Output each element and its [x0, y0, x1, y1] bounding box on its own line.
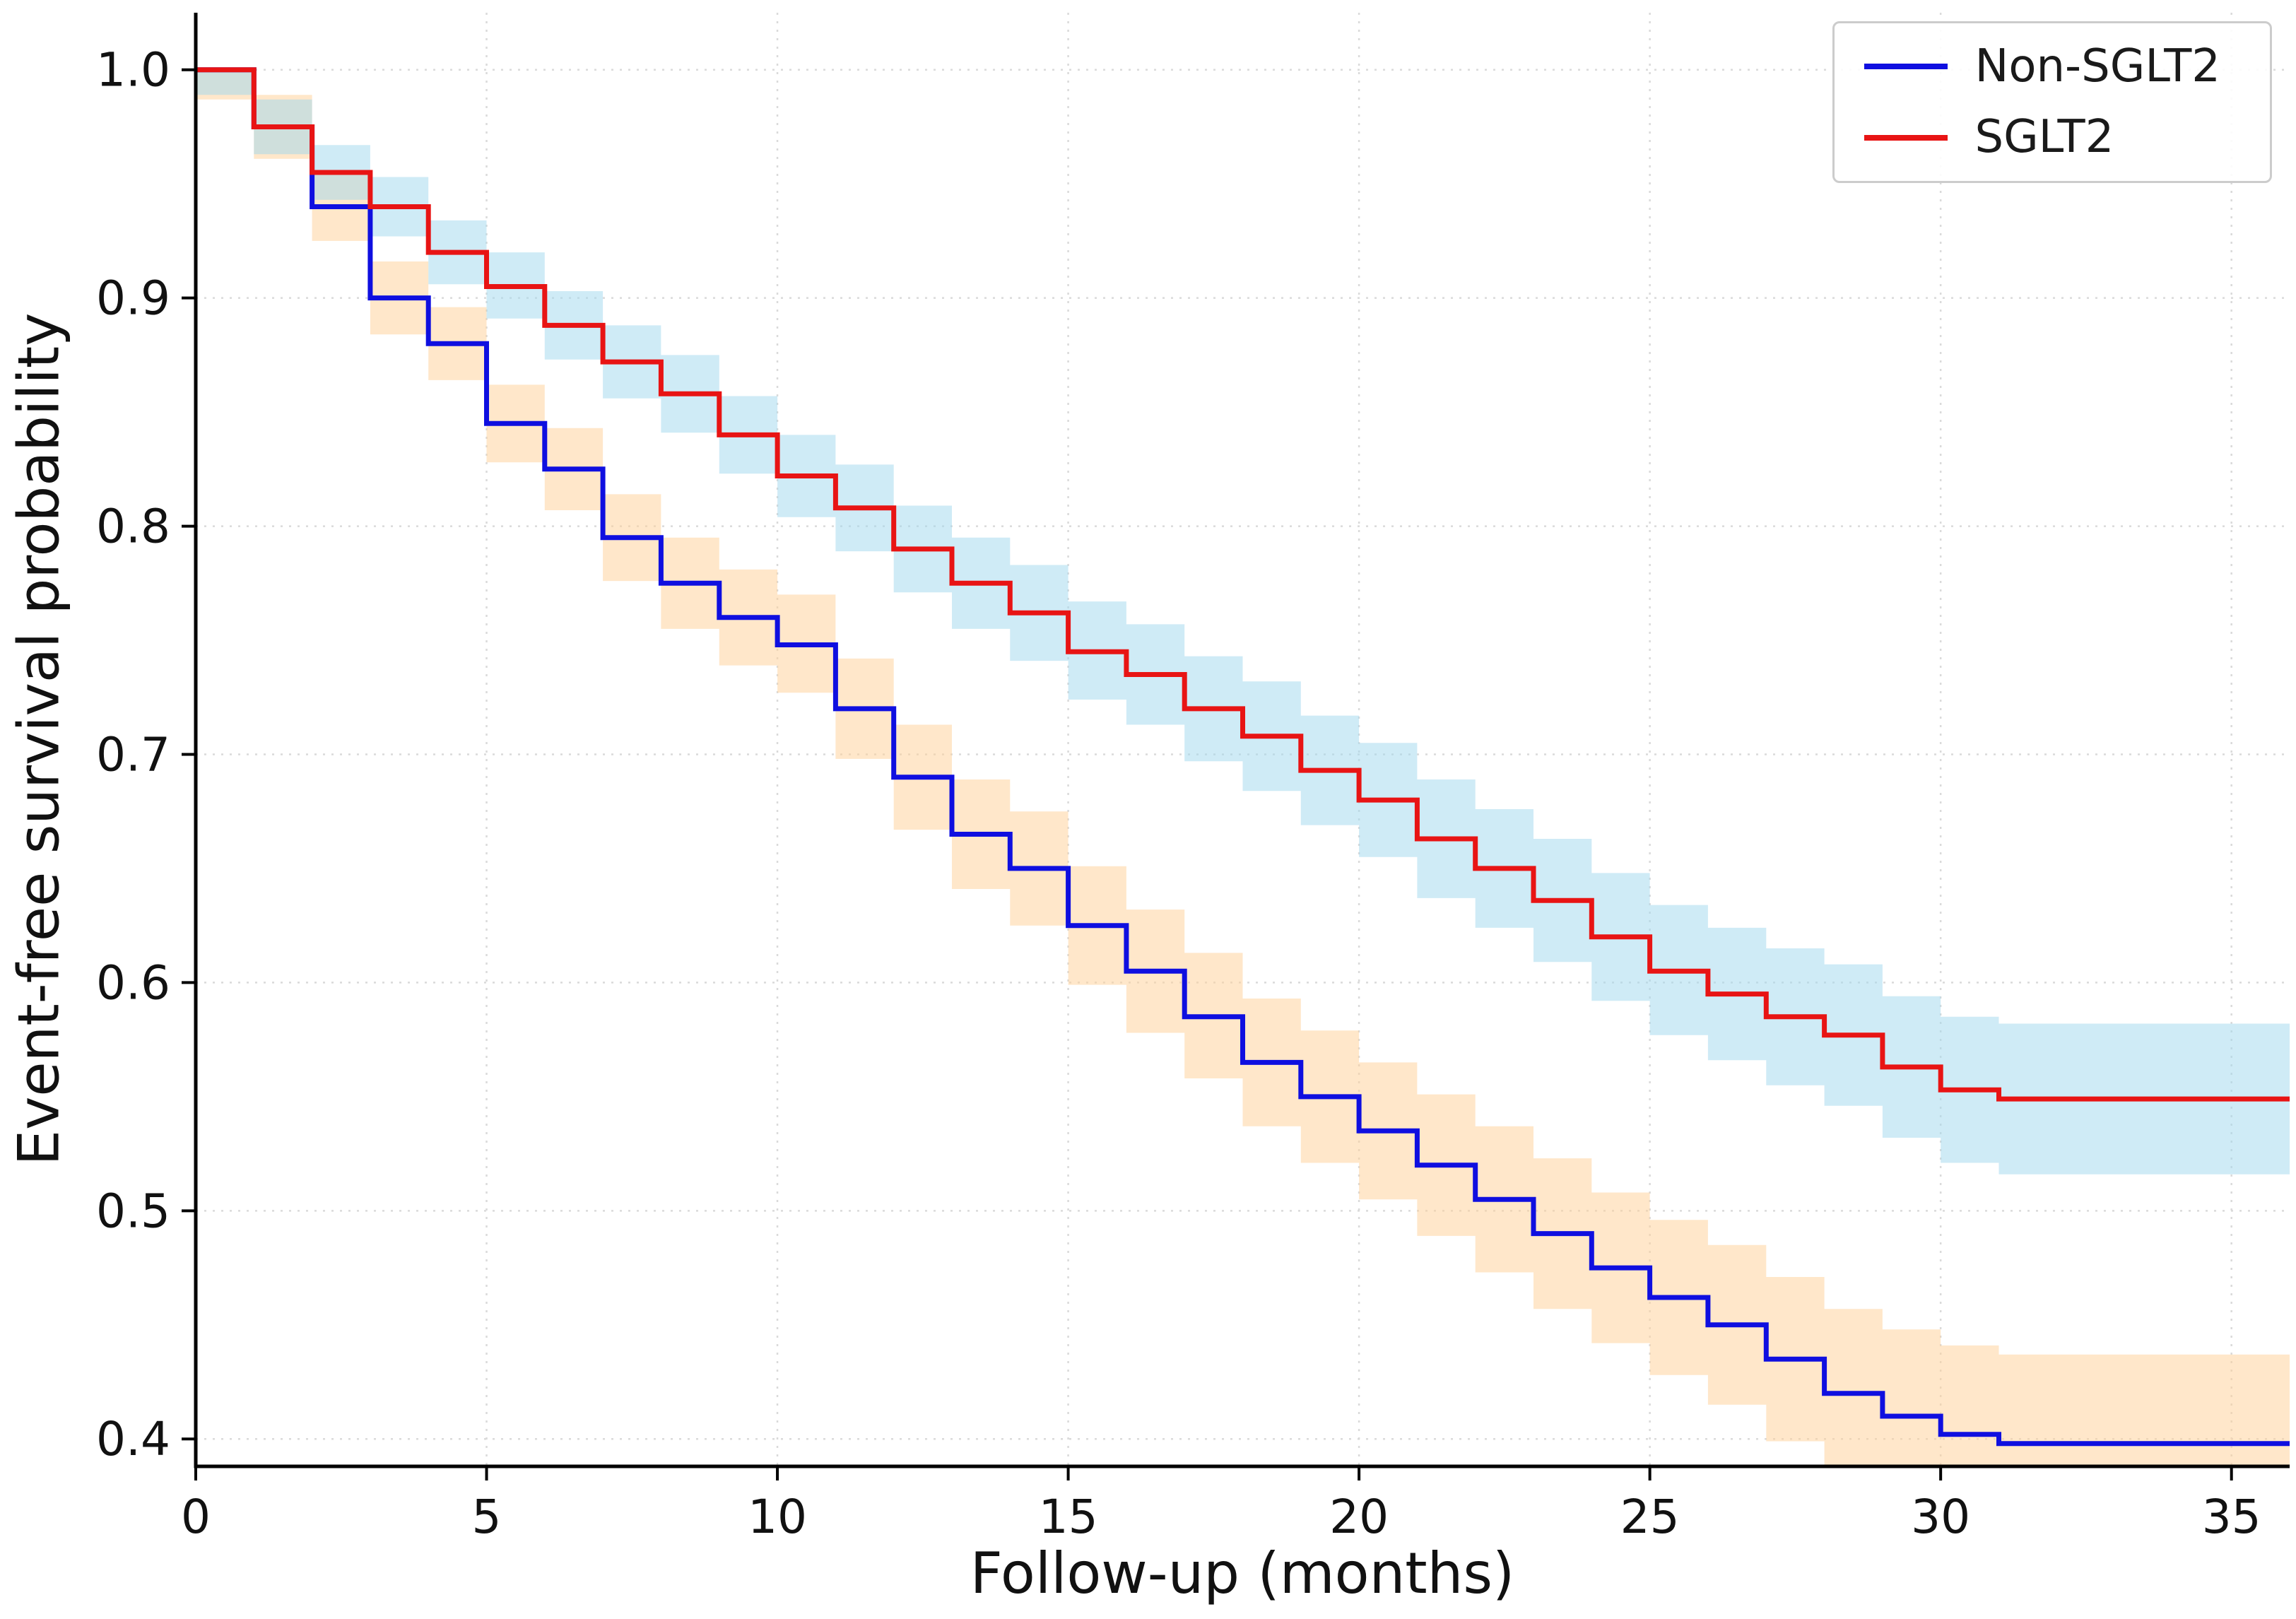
y-tick-label-0.7: 0.7: [96, 727, 170, 782]
confidence-bands: [196, 69, 2290, 1466]
survival-curves: [196, 67, 2290, 1447]
x-tick-label-35: 35: [2202, 1490, 2261, 1544]
y-tick-label-0.4: 0.4: [96, 1412, 170, 1466]
x-axis-label: Follow-up (months): [970, 1541, 1515, 1606]
legend-line-swatch-sglt2: [1864, 134, 1948, 141]
x-tick-labels: 0 5 10 15 20 25 30 35: [181, 1490, 2261, 1544]
y-tick-label-0.8: 0.8: [96, 500, 170, 554]
x-tick-label-10: 10: [748, 1490, 807, 1544]
x-tick-label-25: 25: [1620, 1490, 1680, 1544]
y-tick-label-0.9: 0.9: [96, 271, 170, 326]
x-tick-label-30: 30: [1911, 1490, 1970, 1544]
x-tick-label-0: 0: [181, 1490, 211, 1544]
legend-label-non-sglt2: Non-SGLT2: [1974, 40, 2220, 93]
km-curve-non-sglt2: [196, 67, 2290, 1447]
x-tick-label-15: 15: [1039, 1490, 1098, 1544]
y-tick-label-0.6: 0.6: [96, 955, 170, 1010]
x-tick-label-20: 20: [1329, 1490, 1389, 1544]
ci-band-sglt2: [196, 69, 2290, 1174]
legend-label-sglt2: SGLT2: [1974, 111, 2114, 164]
km-curve-sglt2: [196, 67, 2290, 1102]
tick-marks: [182, 68, 2233, 1480]
x-tick-label-5: 5: [472, 1490, 502, 1544]
y-tick-label-0.5: 0.5: [96, 1184, 170, 1238]
y-tick-labels: 0.4 0.5 0.6 0.7 0.8 0.9 1.0: [96, 43, 170, 1467]
legend-line-swatch-non-sglt2: [1864, 64, 1948, 70]
y-tick-label-1.0: 1.0: [96, 43, 170, 98]
legend-item-non-sglt2: Non-SGLT2: [1864, 42, 2220, 91]
legend: Non-SGLT2 SGLT2: [1832, 21, 2272, 183]
legend-item-sglt2: SGLT2: [1864, 111, 2220, 164]
y-axis-label: Event-free survival probability: [6, 312, 72, 1166]
